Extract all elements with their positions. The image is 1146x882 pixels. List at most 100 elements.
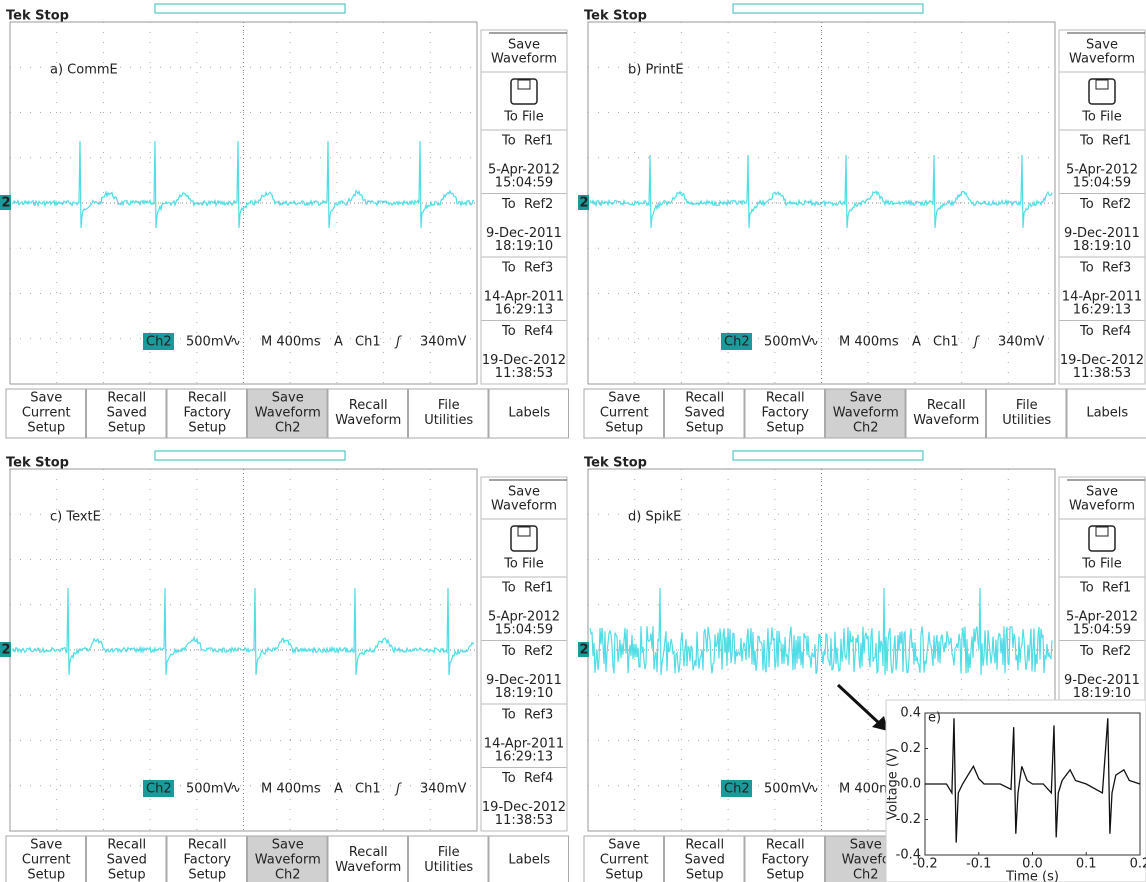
button-text: Waveform [833,406,899,421]
button-text: Setup [188,868,226,882]
menu-title: Save [1086,485,1118,500]
button-text: Waveform [335,860,401,875]
button-text: Ch2 [853,868,879,882]
button-text: Current [22,853,71,868]
button-text: Factory [762,406,810,421]
status-trig: A [334,335,343,350]
button-text: Setup [686,868,724,882]
status-ch: Ch2 [146,782,172,797]
record-bar [155,4,345,13]
button-text: Save [272,391,304,406]
figure: Tek Stop2a) CommECh2500mV∿M 400msACh1ʃ34… [0,0,1146,882]
x-tick-label: 0.2 [1130,857,1146,872]
button-text: Recall [188,391,227,406]
button-text: Save [30,391,62,406]
button-text: Setup [605,421,643,436]
ref-time: 11:38:53 [495,813,553,828]
button-text: Setup [766,421,804,436]
ref-name: Ref2 [1102,644,1131,659]
status-ch: Ch2 [146,335,172,350]
button-text: Saved [685,406,725,421]
button-text: Waveform [913,413,979,428]
y-axis-label: Voltage (V) [886,748,901,820]
menu-title: Save [508,38,540,53]
header: Tek Stop [584,9,647,24]
status-ch: Ch2 [724,782,750,797]
ref-name: Ref2 [524,197,553,212]
button-text: Recall [685,391,724,406]
ref-time: 18:19:10 [495,239,553,254]
record-bar [733,4,923,13]
button-text: Save [608,838,640,853]
menu-title: Save [508,485,540,500]
status-coupling: ∿ [230,335,241,350]
ref-time: 16:29:13 [495,750,553,765]
button-text: Setup [27,868,65,882]
floppy [511,526,537,551]
button-text: Labels [508,406,550,421]
y-tick-label: -0.4 [896,848,921,863]
button-text: Wavefo [842,853,890,868]
ref-name: Ref1 [524,581,553,596]
button-text: Save [850,391,882,406]
status-timebase: M 400n [839,782,887,797]
ref-time: 11:38:53 [495,366,553,381]
ref-to: To [501,134,516,149]
panel-label: a) CommE [50,63,118,78]
button-text: Setup [686,421,724,436]
menu-title: Waveform [491,52,557,67]
button-text: Recall [685,838,724,853]
status-level: 340mV [998,335,1044,350]
button-text: Setup [188,421,226,436]
status-timebase: M 400ms [261,335,321,350]
ref-to: To [501,771,516,786]
menu-title: Save [1086,38,1118,53]
ref-time: 15:04:59 [495,176,553,191]
ref-name: Ref4 [524,771,553,786]
ref-to: To [501,197,516,212]
status-trig: A [334,782,343,797]
button-text: Ch2 [853,421,879,436]
ref-to: To [1079,197,1094,212]
ref-time: 15:04:59 [1073,623,1131,638]
channel-marker: 2 [580,643,589,658]
to-file: To File [503,557,544,572]
button-text: Current [22,406,71,421]
record-bar [155,451,345,460]
status-trig-ch: Ch1 [355,782,381,797]
button-text: File [438,845,460,860]
button-text: Recall [107,391,146,406]
button-text: Setup [108,421,146,436]
ref-name: Ref4 [1102,324,1131,339]
button-text: Setup [766,868,804,882]
button-text: Recall [349,845,388,860]
x-axis-label: Time (s) [1005,870,1059,882]
status-level: 340mV [420,335,466,350]
status-trig: A [912,335,921,350]
ref-time: 18:19:10 [1073,686,1131,701]
ref-name: Ref3 [1102,261,1131,276]
ref-name: Ref3 [524,708,553,723]
channel-marker: 2 [2,643,11,658]
channel-marker: 2 [580,196,589,211]
button-text: Setup [108,868,146,882]
ref-name: Ref1 [524,134,553,149]
button-text: Factory [762,853,810,868]
ref-to: To [1079,644,1094,659]
menu-title: Waveform [491,499,557,514]
ref-to: To [501,644,516,659]
button-text: Saved [107,853,147,868]
button-text: Save [30,838,62,853]
to-file: To File [1081,557,1122,572]
button-text: Waveform [255,406,321,421]
ref-name: Ref1 [1102,581,1131,596]
button-text: Waveform [335,413,401,428]
status-volts: 500mV [186,335,232,350]
button-text: Saved [685,853,725,868]
status-volts: 500mV [764,782,810,797]
button-text: Utilities [424,860,473,875]
panel-label: d) SpikE [628,510,681,525]
button-text: Current [600,406,649,421]
status-level: 340mV [420,782,466,797]
